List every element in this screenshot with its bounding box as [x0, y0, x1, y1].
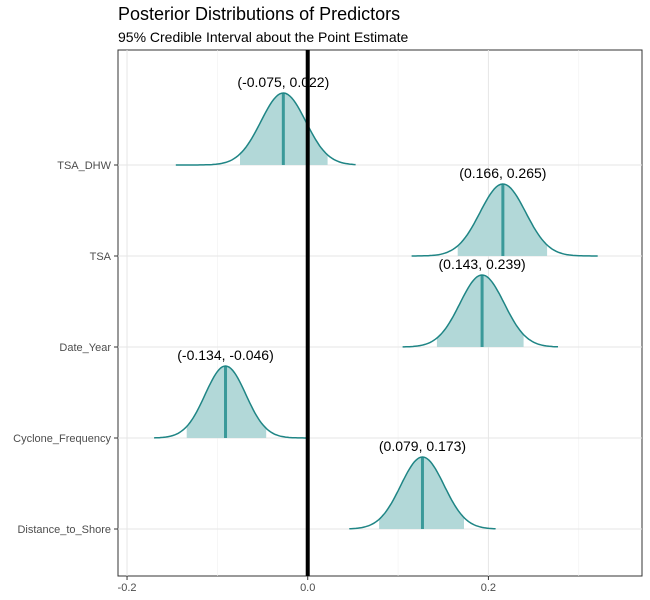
ci-annotation: (0.143, 0.239) — [439, 256, 526, 272]
chart-title: Posterior Distributions of Predictors — [118, 4, 401, 24]
credible-interval-fill — [436, 275, 524, 347]
chart-subtitle: 95% Credible Interval about the Point Es… — [118, 29, 409, 45]
ci-annotation: (0.079, 0.173) — [379, 438, 466, 454]
x-tick-label: 0.2 — [481, 582, 496, 594]
ci-annotation: (-0.075, 0.022) — [237, 74, 329, 90]
y-tick-label: Date_Year — [59, 342, 111, 354]
density-curve — [349, 456, 496, 530]
x-tick-label: -0.2 — [118, 582, 137, 594]
y-tick-label: TSA — [90, 251, 112, 263]
ci-annotation: (-0.134, -0.046) — [177, 347, 274, 363]
y-tick-label: Distance_to_Shore — [17, 524, 111, 536]
y-tick-label: Cyclone_Frequency — [13, 433, 111, 445]
density-curve — [175, 92, 356, 166]
y-axis: TSA_DHW TSA Date_Year Cyclone_Frequency Dist… — [13, 160, 118, 536]
density-curve — [402, 274, 559, 348]
x-tick-label: 0.0 — [300, 582, 315, 594]
density-ridges — [154, 92, 598, 530]
density-curve — [411, 183, 598, 257]
interval-annotations: (-0.075, 0.022) (0.166, 0.265) (0.143, 0.2… — [177, 74, 546, 454]
ci-annotation: (0.166, 0.265) — [459, 165, 546, 181]
y-tick-label: TSA_DHW — [57, 160, 111, 172]
plot-panel — [117, 49, 643, 577]
x-axis: -0.2 0.0 0.2 — [118, 576, 496, 594]
density-curve — [154, 365, 308, 439]
